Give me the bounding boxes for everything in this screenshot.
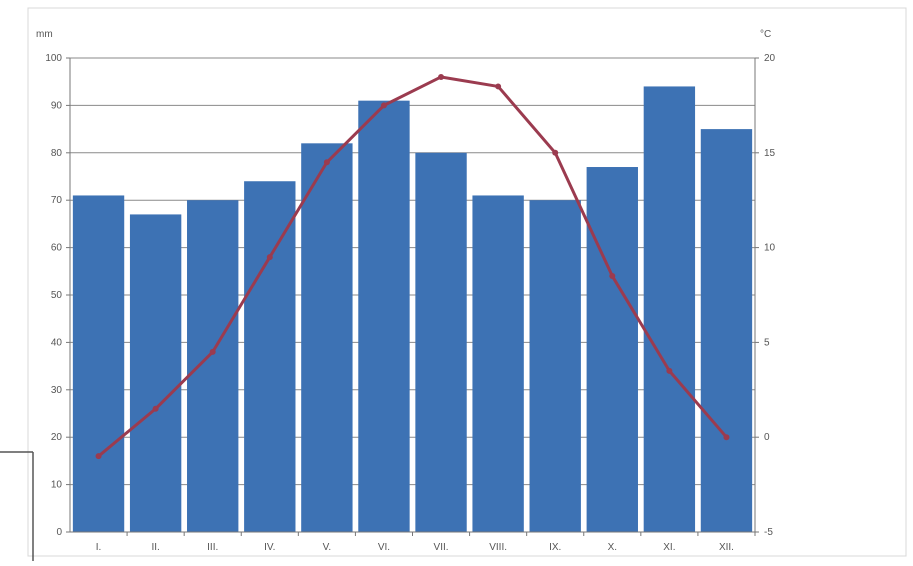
line-point <box>609 273 616 280</box>
x-tick-label: XII. <box>719 542 734 553</box>
left-tick-label: 50 <box>51 290 63 301</box>
x-tick-label: VI. <box>378 542 390 553</box>
left-tick-label: 30 <box>51 385 63 396</box>
bar <box>472 195 524 532</box>
left-tick-label: 100 <box>45 53 62 64</box>
temperature-line <box>97 75 728 458</box>
x-tick-label: IX. <box>549 542 561 553</box>
right-axis-unit-label: °C <box>760 29 771 40</box>
x-tick-label: IV. <box>264 542 275 553</box>
line-point <box>266 254 273 261</box>
left-tick-label: 10 <box>51 480 63 491</box>
x-tick-label: VIII. <box>489 542 507 553</box>
line-point <box>552 149 559 156</box>
line-point <box>380 102 387 109</box>
right-tick-label: 5 <box>764 337 770 348</box>
left-tick-label: 90 <box>51 100 63 111</box>
line-point <box>152 405 159 412</box>
x-tick-label: X. <box>608 542 617 553</box>
bar <box>643 86 696 532</box>
line-point <box>666 367 673 374</box>
bar <box>301 143 353 532</box>
x-tick-label: XI. <box>663 542 675 553</box>
bar <box>187 200 239 532</box>
x-tick-label: I. <box>96 542 102 553</box>
x-tick-label: III. <box>207 542 218 553</box>
x-tick-label: VII. <box>434 542 449 553</box>
left-tick-label: 0 <box>56 527 62 538</box>
left-tick-label: 80 <box>51 148 63 159</box>
left-tick-label: 40 <box>51 337 63 348</box>
bar <box>244 181 296 533</box>
left-tick-label: 20 <box>51 432 63 443</box>
left-axis-unit-label: mm <box>36 29 53 40</box>
line-point <box>438 73 445 80</box>
right-tick-label: 10 <box>764 243 776 254</box>
bar <box>129 214 182 533</box>
line-point <box>495 83 502 90</box>
bar <box>586 167 638 532</box>
axes: 0 10 20 30 40 50 60 70 80 90 100 -5 0 5 10 15 20 I. II. III… <box>45 53 775 553</box>
bar <box>72 195 125 532</box>
grid-lines <box>70 57 755 486</box>
right-tick-label: 0 <box>764 432 770 443</box>
bar <box>358 100 410 532</box>
x-tick-label: V. <box>323 542 332 553</box>
line-series <box>95 73 730 460</box>
bar <box>529 200 581 532</box>
right-tick-label: 15 <box>764 148 776 159</box>
right-tick-label: -5 <box>764 527 773 538</box>
line-point <box>95 453 102 460</box>
left-tick-label: 70 <box>51 195 63 206</box>
right-tick-label: 20 <box>764 53 776 64</box>
left-tick-label: 60 <box>51 243 63 254</box>
bar <box>700 129 753 532</box>
line-point <box>323 159 330 166</box>
bar <box>415 152 467 533</box>
line-point <box>723 434 730 441</box>
bar-series <box>72 86 753 533</box>
line-point <box>209 348 216 355</box>
x-tick-label: II. <box>151 542 159 553</box>
